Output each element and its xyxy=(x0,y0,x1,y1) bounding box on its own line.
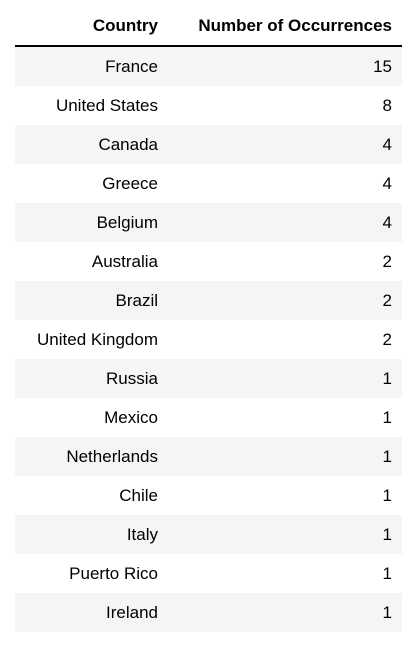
country-cell: Ireland xyxy=(106,602,158,622)
occurrences-cell: 4 xyxy=(382,173,392,193)
occurrences-cell: 1 xyxy=(382,446,392,466)
table-row: France 15 xyxy=(15,46,402,86)
country-cell: Russia xyxy=(106,368,158,388)
occurrences-cell: 2 xyxy=(382,290,392,310)
table-row: Italy 1 xyxy=(15,515,402,554)
country-cell: Mexico xyxy=(104,407,158,427)
country-cell: Netherlands xyxy=(66,446,158,466)
country-cell: Greece xyxy=(102,173,158,193)
table-row: Mexico 1 xyxy=(15,398,402,437)
country-cell: United States xyxy=(55,95,158,115)
occurrences-cell: 1 xyxy=(382,563,392,583)
table-row: Australia 2 xyxy=(15,242,402,281)
table-row: Belgium 4 xyxy=(15,203,402,242)
column-header-country: Country xyxy=(15,7,168,47)
occurrences-cell: 2 xyxy=(382,251,392,271)
country-cell: Brazil xyxy=(115,290,158,310)
occurrences-cell: 1 xyxy=(382,485,392,505)
country-cell: France xyxy=(105,56,158,76)
header-row: Country Number of Occurrences xyxy=(15,7,402,47)
occurrences-cell: 2 xyxy=(382,329,392,349)
table-header: Country Number of Occurrences xyxy=(15,7,402,47)
table-row: United Kingdom 2 xyxy=(15,320,402,359)
table-row: Greece 4 xyxy=(15,164,402,203)
country-cell: Australia xyxy=(91,251,158,271)
occurrences-cell: 15 xyxy=(373,56,392,76)
country-cell: Italy xyxy=(126,524,158,544)
occurrences-cell: 1 xyxy=(382,524,392,544)
country-cell: Chile xyxy=(119,485,158,505)
table-row: Netherlands 1 xyxy=(15,437,402,476)
occurrences-cell: 1 xyxy=(382,368,392,388)
table-row: Puerto Rico 1 xyxy=(15,554,402,593)
table-body: France 15 United States 8 Canada 4 Greec… xyxy=(15,46,402,632)
table-row: Canada 4 xyxy=(15,125,402,164)
table-row: United States 8 xyxy=(15,86,402,125)
table-row: Ireland 1 xyxy=(15,593,402,632)
occurrences-cell: 1 xyxy=(382,602,392,622)
occurrences-cell: 8 xyxy=(382,95,392,115)
occurrences-cell: 1 xyxy=(382,407,392,427)
occurrences-cell: 4 xyxy=(382,212,392,232)
country-cell: Canada xyxy=(98,134,158,154)
table-row: Brazil 2 xyxy=(15,281,402,320)
column-header-occurrences: Number of Occurrences xyxy=(168,7,402,47)
table-row: Russia 1 xyxy=(15,359,402,398)
occurrences-table: Country Number of Occurrences France 15 … xyxy=(15,7,402,632)
table-row: Chile 1 xyxy=(15,476,402,515)
country-cell: Belgium xyxy=(96,212,158,232)
occurrences-cell: 4 xyxy=(382,134,392,154)
occurrences-table-container: Country Number of Occurrences France 15 … xyxy=(15,7,402,632)
country-cell: United Kingdom xyxy=(37,329,158,349)
country-cell: Puerto Rico xyxy=(69,563,158,583)
